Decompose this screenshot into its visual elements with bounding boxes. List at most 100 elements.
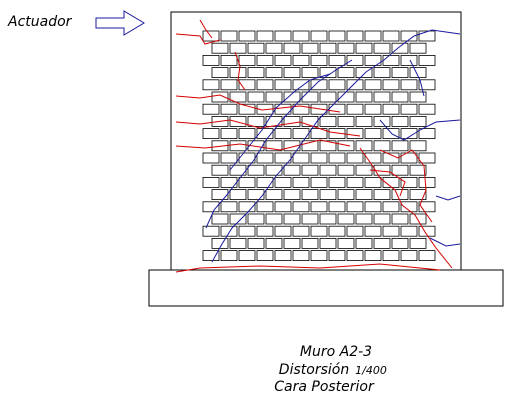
brick	[256, 30, 274, 42]
brick	[211, 213, 229, 225]
brick	[220, 250, 238, 262]
brick	[292, 225, 310, 237]
brick	[283, 42, 301, 54]
brick	[391, 164, 409, 176]
brick	[301, 116, 319, 127]
brick	[364, 128, 382, 140]
brick	[355, 91, 373, 103]
brick	[328, 225, 346, 237]
brick	[346, 55, 364, 66]
brick	[355, 189, 373, 201]
brick	[211, 42, 229, 54]
brick	[391, 91, 409, 103]
brick	[346, 152, 364, 164]
brick	[373, 116, 391, 127]
caption-distortion-value: 1/400	[355, 364, 387, 377]
brick	[229, 237, 247, 249]
brick	[265, 67, 283, 78]
brick	[238, 250, 256, 262]
brick	[355, 164, 373, 176]
brick	[364, 30, 382, 42]
brick	[346, 128, 364, 140]
brick	[256, 152, 274, 164]
brick	[400, 225, 418, 237]
brick	[256, 201, 274, 213]
brick	[418, 201, 436, 213]
brick	[418, 128, 436, 140]
brick	[310, 30, 328, 42]
brick	[319, 67, 337, 78]
brick	[409, 91, 427, 103]
brick	[256, 250, 274, 262]
brick	[274, 79, 292, 91]
brick	[364, 176, 382, 188]
brick	[364, 79, 382, 91]
brick	[265, 42, 283, 54]
brick	[319, 140, 337, 152]
brick	[220, 103, 238, 115]
brick	[400, 201, 418, 213]
brick	[202, 225, 220, 237]
caption-title: Muro A2-3	[300, 344, 372, 360]
brick	[301, 67, 319, 78]
brick	[229, 91, 247, 103]
brick	[382, 225, 400, 237]
brick	[274, 250, 292, 262]
brick	[400, 152, 418, 164]
brick	[391, 42, 409, 54]
brick	[247, 189, 265, 201]
brick	[418, 103, 436, 115]
brick	[211, 189, 229, 201]
brick	[319, 42, 337, 54]
brick	[373, 213, 391, 225]
brick	[238, 79, 256, 91]
brick	[229, 140, 247, 152]
brick	[274, 176, 292, 188]
brick	[373, 237, 391, 249]
brick	[283, 237, 301, 249]
brick	[301, 189, 319, 201]
brick	[319, 91, 337, 103]
brick	[283, 189, 301, 201]
caption-distortion-label: Distorsión	[279, 362, 349, 378]
brick	[301, 91, 319, 103]
brick	[409, 189, 427, 201]
brick	[364, 201, 382, 213]
brick	[418, 152, 436, 164]
brick	[310, 176, 328, 188]
brick	[238, 225, 256, 237]
brick	[409, 213, 427, 225]
brick	[274, 30, 292, 42]
brick	[319, 213, 337, 225]
brick	[355, 67, 373, 78]
brick	[238, 55, 256, 66]
brick	[292, 55, 310, 66]
brick	[265, 213, 283, 225]
brick	[418, 176, 436, 188]
brick	[301, 237, 319, 249]
brick	[328, 30, 346, 42]
brick	[391, 140, 409, 152]
brick	[310, 225, 328, 237]
brick	[238, 201, 256, 213]
brick	[328, 250, 346, 262]
brick	[202, 79, 220, 91]
brick	[247, 67, 265, 78]
brick	[400, 79, 418, 91]
brick	[418, 225, 436, 237]
brick	[274, 201, 292, 213]
brick	[337, 213, 355, 225]
brick	[229, 116, 247, 127]
brick	[202, 152, 220, 164]
brick	[346, 30, 364, 42]
brick	[211, 67, 229, 78]
brick	[418, 250, 436, 262]
brick	[319, 164, 337, 176]
brick	[337, 189, 355, 201]
brick	[337, 67, 355, 78]
brick	[202, 55, 220, 66]
brick	[220, 225, 238, 237]
brick	[391, 116, 409, 127]
brick	[400, 55, 418, 66]
